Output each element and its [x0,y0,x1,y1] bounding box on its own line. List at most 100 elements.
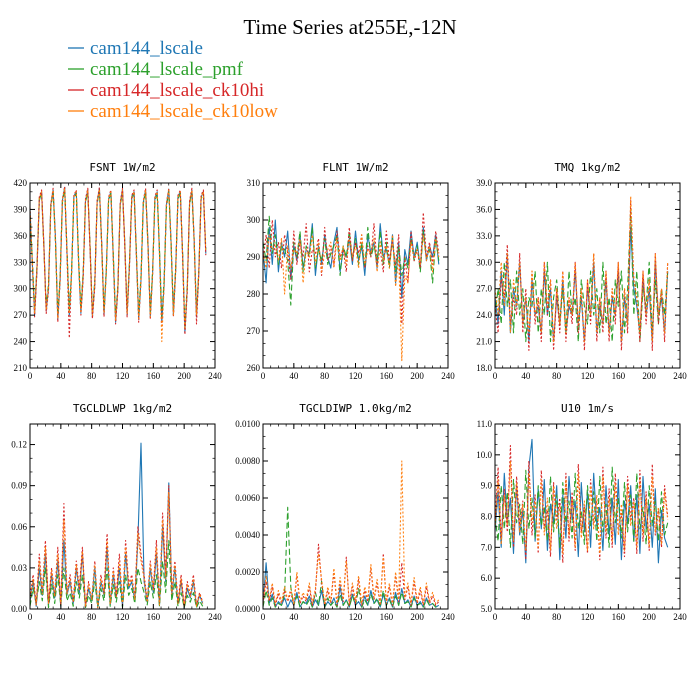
x-tick-label: 120 [116,371,130,381]
legend-entry: cam144_lscale_pmf [90,59,244,80]
x-tick-label: 0 [261,371,266,381]
x-tick-label: 40 [56,612,66,622]
x-tick-label: 160 [380,371,394,381]
legend-entry: cam144_lscale [90,38,203,59]
y-tick-label: 280 [247,289,261,299]
y-tick-label: 260 [247,363,261,373]
plot-area [263,212,440,362]
x-tick-label: 0 [493,612,498,622]
y-tick-label: 6.0 [481,573,493,583]
panel-title: TGCLDLWP 1kg/m2 [73,402,172,415]
x-tick-label: 0 [261,612,266,622]
y-tick-label: 0.0020 [235,567,260,577]
x-tick-label: 200 [410,371,424,381]
y-tick-label: 24.0 [476,310,492,320]
x-tick-label: 80 [552,612,562,622]
x-tick-label: 80 [320,612,330,622]
plot-area [30,442,204,609]
y-tick-label: 0.03 [11,563,27,573]
legend-entry: cam144_lscale_ck10low [90,101,278,122]
x-tick-label: 40 [521,371,531,381]
legend-entry: cam144_lscale_ck10hi [90,80,264,101]
series-line [30,491,204,609]
x-tick-label: 240 [673,612,687,622]
y-tick-label: 240 [14,337,28,347]
y-tick-label: 300 [14,284,28,294]
x-tick-label: 0 [28,612,33,622]
x-tick-label: 240 [673,371,687,381]
x-tick-label: 200 [177,612,191,622]
x-tick-label: 160 [380,612,394,622]
x-tick-label: 240 [208,371,222,381]
panel-title: U10 1m/s [561,402,614,415]
x-tick-label: 200 [177,371,191,381]
y-tick-label: 33.0 [476,231,492,241]
x-tick-label: 160 [147,371,161,381]
y-tick-label: 0.06 [11,522,27,532]
x-tick-label: 240 [441,371,455,381]
y-tick-label: 0.0060 [235,493,260,503]
x-tick-label: 160 [147,612,161,622]
y-tick-label: 0.0080 [235,456,260,466]
x-tick-label: 80 [87,371,97,381]
series-line [30,189,207,327]
plot-area [495,195,669,351]
x-tick-label: 40 [289,612,299,622]
series-line [30,485,204,609]
x-tick-label: 0 [28,371,33,381]
y-tick-label: 18.0 [476,363,492,373]
panels: FSNT 1W/m2 0 40 80 120 160 200 240 210 240 270 300 3… [11,161,687,622]
y-tick-label: 290 [247,252,261,262]
y-tick-label: 9.0 [481,481,493,491]
x-tick-label: 120 [581,371,595,381]
y-tick-label: 5.0 [481,604,493,614]
chart-panel: U10 1m/s 0 40 80 120 160 200 240 5.0 6.0 7.0 8.0 9.0… [476,402,687,622]
y-tick-label: 0.00 [11,604,27,614]
y-tick-label: 0.0000 [235,604,260,614]
series-line [263,234,440,362]
x-tick-label: 200 [642,371,656,381]
series-line [263,212,440,325]
legend: cam144_lscalecam144_lscale_pmfcam144_lsc… [68,38,278,122]
x-tick-label: 40 [56,371,66,381]
x-tick-label: 160 [612,612,626,622]
panel-title: FLNT 1W/m2 [322,161,388,174]
y-tick-label: 270 [247,326,261,336]
chart-panel: TMQ 1kg/m2 0 40 80 120 160 200 240 18.0 21.0 24.0 2… [476,161,687,381]
y-tick-label: 420 [14,178,28,188]
plot-area [495,438,669,564]
x-tick-label: 40 [521,612,531,622]
x-tick-label: 120 [349,612,363,622]
y-tick-label: 0.0040 [235,530,260,540]
chart-panel: TGCLDLWP 1kg/m2 0 40 80 120 160 200 240 0.00 0.03… [11,402,222,622]
x-tick-label: 80 [552,371,562,381]
plot-area [263,460,440,608]
x-tick-label: 200 [410,612,424,622]
x-tick-label: 200 [642,612,656,622]
y-tick-label: 7.0 [481,542,493,552]
y-tick-label: 270 [14,310,28,320]
series-line [30,539,204,609]
panel-title: TGCLDIWP 1.0kg/m2 [299,402,412,415]
x-tick-label: 0 [493,371,498,381]
y-tick-label: 0.0100 [235,419,260,429]
x-tick-label: 120 [349,371,363,381]
y-tick-label: 310 [247,178,261,188]
x-tick-label: 240 [441,612,455,622]
y-tick-label: 10.0 [476,450,492,460]
y-tick-label: 30.0 [476,257,492,267]
x-tick-label: 160 [612,371,626,381]
series-line [495,460,669,555]
panel-title: TMQ 1kg/m2 [554,161,620,174]
y-tick-label: 11.0 [477,419,493,429]
panel-title: FSNT 1W/m2 [89,161,155,174]
series-line [495,438,669,564]
y-tick-label: 27.0 [476,284,492,294]
y-tick-label: 0.12 [11,440,27,450]
y-tick-label: 390 [14,204,28,214]
y-tick-label: 21.0 [476,337,492,347]
y-tick-label: 39.0 [476,178,492,188]
y-tick-label: 36.0 [476,204,492,214]
x-tick-label: 80 [320,371,330,381]
